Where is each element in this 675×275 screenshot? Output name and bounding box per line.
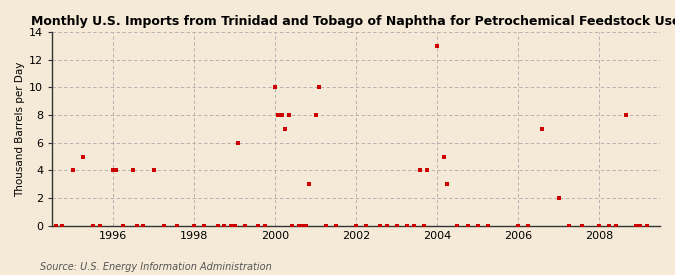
Point [422, 168, 433, 173]
Point [432, 44, 443, 48]
Point [577, 224, 588, 228]
Point [452, 224, 463, 228]
Point [189, 224, 200, 228]
Point [68, 168, 78, 173]
Point [611, 224, 622, 228]
Point [260, 224, 271, 228]
Point [439, 155, 450, 159]
Point [230, 224, 240, 228]
Point [331, 224, 342, 228]
Point [304, 182, 315, 186]
Point [138, 224, 149, 228]
Point [351, 224, 362, 228]
Point [631, 224, 642, 228]
Point [634, 224, 645, 228]
Point [641, 224, 652, 228]
Point [111, 168, 122, 173]
Text: Source: U.S. Energy Information Administration: Source: U.S. Energy Information Administ… [40, 262, 272, 272]
Point [280, 127, 291, 131]
Point [554, 196, 564, 200]
Point [108, 168, 119, 173]
Point [321, 224, 331, 228]
Point [213, 224, 223, 228]
Point [159, 224, 169, 228]
Point [442, 182, 453, 186]
Point [314, 85, 325, 90]
Point [537, 127, 547, 131]
Y-axis label: Thousand Barrels per Day: Thousand Barrels per Day [15, 61, 25, 197]
Point [233, 141, 244, 145]
Point [402, 224, 412, 228]
Point [273, 113, 284, 117]
Point [240, 224, 250, 228]
Point [50, 224, 61, 228]
Point [27, 224, 38, 228]
Title: Monthly U.S. Imports from Trinidad and Tobago of Naphtha for Petrochemical Feeds: Monthly U.S. Imports from Trinidad and T… [32, 15, 675, 28]
Point [253, 224, 264, 228]
Point [297, 224, 308, 228]
Point [513, 224, 524, 228]
Point [310, 113, 321, 117]
Point [594, 224, 605, 228]
Point [37, 224, 48, 228]
Point [128, 168, 139, 173]
Point [375, 224, 385, 228]
Point [361, 224, 372, 228]
Point [287, 224, 298, 228]
Point [621, 113, 632, 117]
Point [219, 224, 230, 228]
Point [564, 224, 574, 228]
Point [199, 224, 210, 228]
Point [392, 224, 402, 228]
Point [172, 224, 183, 228]
Point [294, 224, 304, 228]
Point [381, 224, 392, 228]
Point [57, 224, 68, 228]
Point [277, 113, 288, 117]
Point [148, 168, 159, 173]
Point [604, 224, 615, 228]
Point [483, 224, 493, 228]
Point [132, 224, 142, 228]
Point [408, 224, 419, 228]
Point [270, 85, 281, 90]
Point [300, 224, 311, 228]
Point [472, 224, 483, 228]
Point [88, 224, 99, 228]
Point [284, 113, 294, 117]
Point [118, 224, 129, 228]
Point [226, 224, 237, 228]
Point [418, 224, 429, 228]
Point [95, 224, 105, 228]
Point [523, 224, 534, 228]
Point [462, 224, 473, 228]
Point [415, 168, 426, 173]
Point [78, 155, 88, 159]
